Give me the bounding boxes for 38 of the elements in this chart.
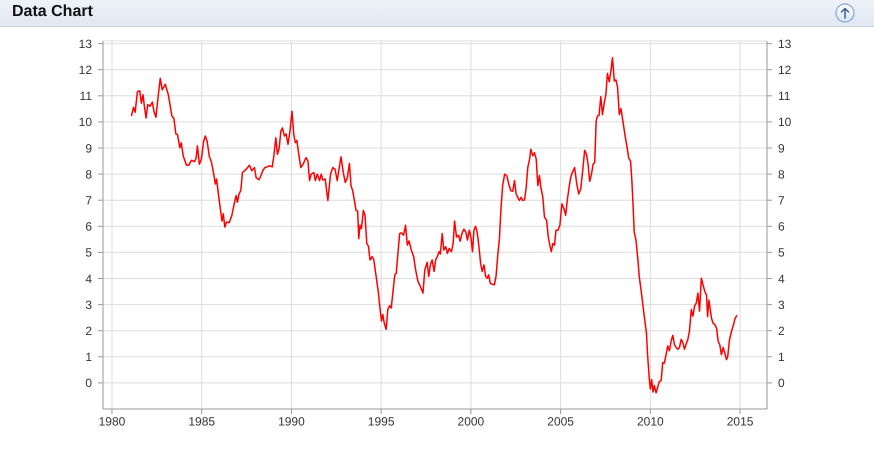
y-tick-label: 7 (85, 193, 92, 208)
y2-tick-label: 13 (778, 36, 792, 51)
y2-tick-label: 7 (778, 193, 785, 208)
x-tick-label: 2010 (637, 414, 664, 429)
y2-tick-label: 9 (778, 141, 785, 156)
x-tick-label: 1985 (188, 414, 216, 429)
x-tick-label: 1980 (98, 414, 126, 429)
y2-tick-label: 12 (778, 62, 792, 77)
y-tick-label: 13 (78, 36, 92, 51)
y-tick-label: 9 (85, 141, 92, 156)
y-tick-label: 6 (85, 220, 92, 234)
y-tick-label: 2 (85, 324, 92, 338)
y-tick-label: 5 (85, 246, 92, 260)
x-tick-label: 2015 (726, 414, 754, 429)
chart-title: Data Chart (12, 3, 93, 21)
y2-tick-label: 1 (778, 350, 785, 364)
y2-tick-label: 4 (778, 272, 785, 286)
y2-tick-label: 2 (778, 324, 785, 338)
y2-tick-label: 8 (778, 167, 785, 182)
y-tick-label: 4 (85, 272, 92, 286)
y-tick-label: 1 (85, 350, 92, 364)
x-tick-label: 2005 (547, 414, 574, 429)
y2-tick-label: 11 (778, 89, 791, 104)
y2-tick-label: 6 (778, 220, 785, 234)
x-tick-label: 1990 (278, 414, 306, 429)
y-tick-label: 11 (80, 89, 92, 104)
y-tick-label: 12 (78, 62, 92, 77)
y-tick-label: 8 (85, 167, 92, 182)
x-tick-label: 2000 (458, 414, 485, 429)
y-tick-label: 0 (85, 376, 92, 390)
y2-tick-label: 0 (778, 376, 785, 390)
y-tick-label: 3 (85, 298, 92, 312)
line-series (130, 56, 738, 394)
y2-tick-label: 3 (778, 298, 785, 312)
y2-tick-label: 5 (778, 246, 785, 260)
x-tick-label: 1995 (368, 414, 395, 429)
y-tick-label: 10 (78, 115, 92, 130)
y2-tick-label: 10 (778, 115, 792, 130)
